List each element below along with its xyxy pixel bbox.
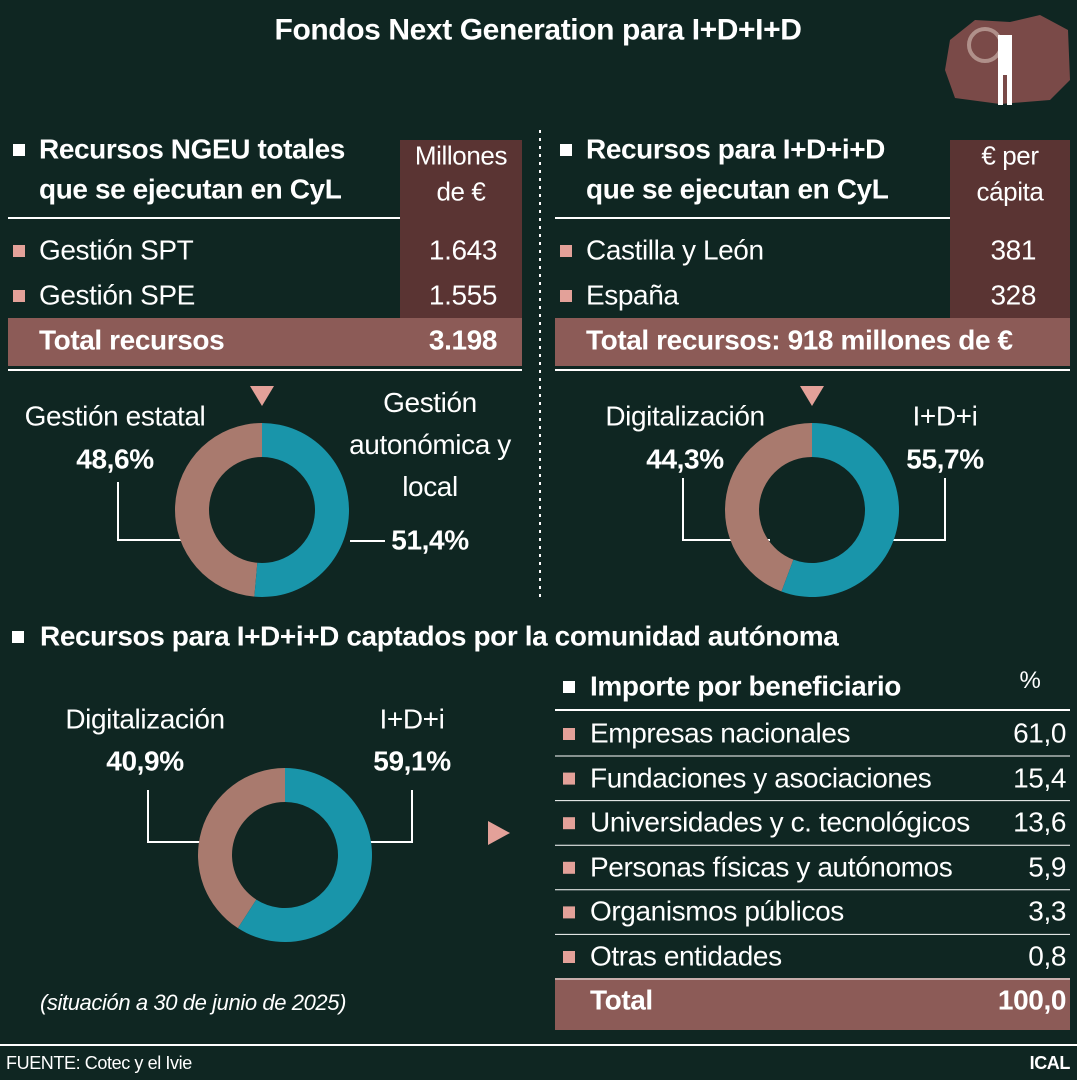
donut-slice	[781, 423, 899, 597]
source: FUENTE: Cotec y el Ivie	[6, 1053, 192, 1074]
row-label: Fundaciones y asociaciones	[590, 762, 932, 794]
total-cell: Total recursos	[39, 324, 225, 356]
pointer	[800, 386, 824, 406]
table-title: que se ejecutan en CyL	[586, 173, 889, 205]
logo-figure	[998, 75, 1003, 105]
table-title: que se ejecutan en CyL	[39, 173, 342, 205]
category-label: I+D+i	[379, 703, 445, 735]
value-label: 40,9%	[106, 745, 184, 777]
bullet	[13, 290, 25, 302]
pointer	[250, 386, 274, 406]
row-label: Universidades y c. tecnológicos	[590, 806, 970, 838]
row-value: 381	[990, 234, 1036, 266]
unit-column	[950, 140, 1070, 318]
value-label: 48,6%	[76, 443, 154, 475]
donut-slice	[198, 768, 285, 929]
unit-header: de €	[436, 176, 486, 207]
row-value: 15,4	[1013, 762, 1066, 794]
category-label: Digitalización	[65, 703, 225, 735]
total-row	[8, 318, 522, 366]
table-title: Importe por beneficiario	[590, 670, 901, 702]
row-value: 1.555	[428, 279, 497, 311]
category-label: Digitalización	[605, 400, 765, 432]
bullet	[563, 951, 575, 963]
row-label: España	[586, 279, 679, 311]
row-value: 3,3	[1028, 895, 1066, 927]
unit-column	[400, 140, 522, 318]
row-value: 13,6	[1013, 806, 1066, 838]
logo-figure	[998, 35, 1012, 75]
total-cell: Total	[590, 984, 653, 1016]
bullet	[563, 728, 575, 740]
donut-slice	[237, 768, 373, 942]
total-cell: 3.198	[428, 324, 497, 356]
bullet	[12, 631, 24, 643]
row-label: Gestión SPE	[39, 279, 195, 311]
value-label: 51,4%	[391, 524, 469, 556]
category-label: Gestión autonómica y local	[349, 387, 511, 502]
total-cell: 100,0	[997, 984, 1066, 1016]
table-title: Recursos NGEU totales	[39, 133, 345, 165]
unit-header: %	[1019, 666, 1041, 694]
leader-lines	[117, 478, 946, 843]
category-label: I+D+i	[912, 400, 978, 432]
bullet	[13, 144, 25, 156]
row-value: 328	[990, 279, 1036, 311]
title: Fondos Next Generation para I+D+I+D	[274, 13, 802, 47]
row-label: Gestión SPT	[39, 234, 194, 266]
bullet	[563, 817, 575, 830]
row-label: Empresas nacionales	[590, 717, 851, 749]
unit-header: Millones	[414, 140, 508, 171]
bullet	[563, 861, 575, 874]
donut-slice	[175, 423, 262, 597]
row-value: 0,8	[1028, 940, 1066, 972]
row-label: Personas físicas y autónomos	[590, 851, 953, 883]
pointer	[488, 821, 510, 845]
donut-slice	[254, 423, 350, 598]
bullet	[13, 245, 25, 257]
logo-figure	[1007, 75, 1012, 105]
bullet	[563, 681, 575, 693]
unit-header: € per	[981, 140, 1039, 171]
value-label: 44,3%	[646, 443, 724, 475]
bullet	[560, 245, 572, 257]
total-row	[555, 318, 1070, 366]
category-label: Gestión estatal	[24, 400, 206, 432]
row-value: 5,9	[1028, 851, 1066, 883]
value-label: 55,7%	[906, 443, 984, 475]
row-value: 61,0	[1013, 717, 1066, 749]
bullet	[563, 772, 575, 785]
total-cell: Total recursos: 918 millones de €	[586, 324, 1013, 356]
brand: ICAL	[1029, 1053, 1071, 1074]
bullet	[560, 290, 572, 302]
donut-slice	[724, 423, 812, 592]
row-label: Castilla y León	[586, 234, 764, 266]
bullet	[560, 144, 572, 156]
row-label: Organismos públicos	[590, 895, 844, 927]
row-value: 1.643	[428, 234, 497, 266]
total-row	[555, 978, 1070, 1030]
table-title: Recursos para I+D+i+D	[586, 133, 885, 165]
value-label: 59,1%	[373, 745, 451, 777]
section-title: Recursos para I+D+i+D captados por la co…	[40, 620, 839, 652]
row-label: Otras entidades	[590, 940, 782, 972]
note: (situación a 30 de junio de 2025)	[40, 989, 347, 1015]
unit-header: cápita	[976, 176, 1044, 207]
bullet	[563, 906, 575, 919]
